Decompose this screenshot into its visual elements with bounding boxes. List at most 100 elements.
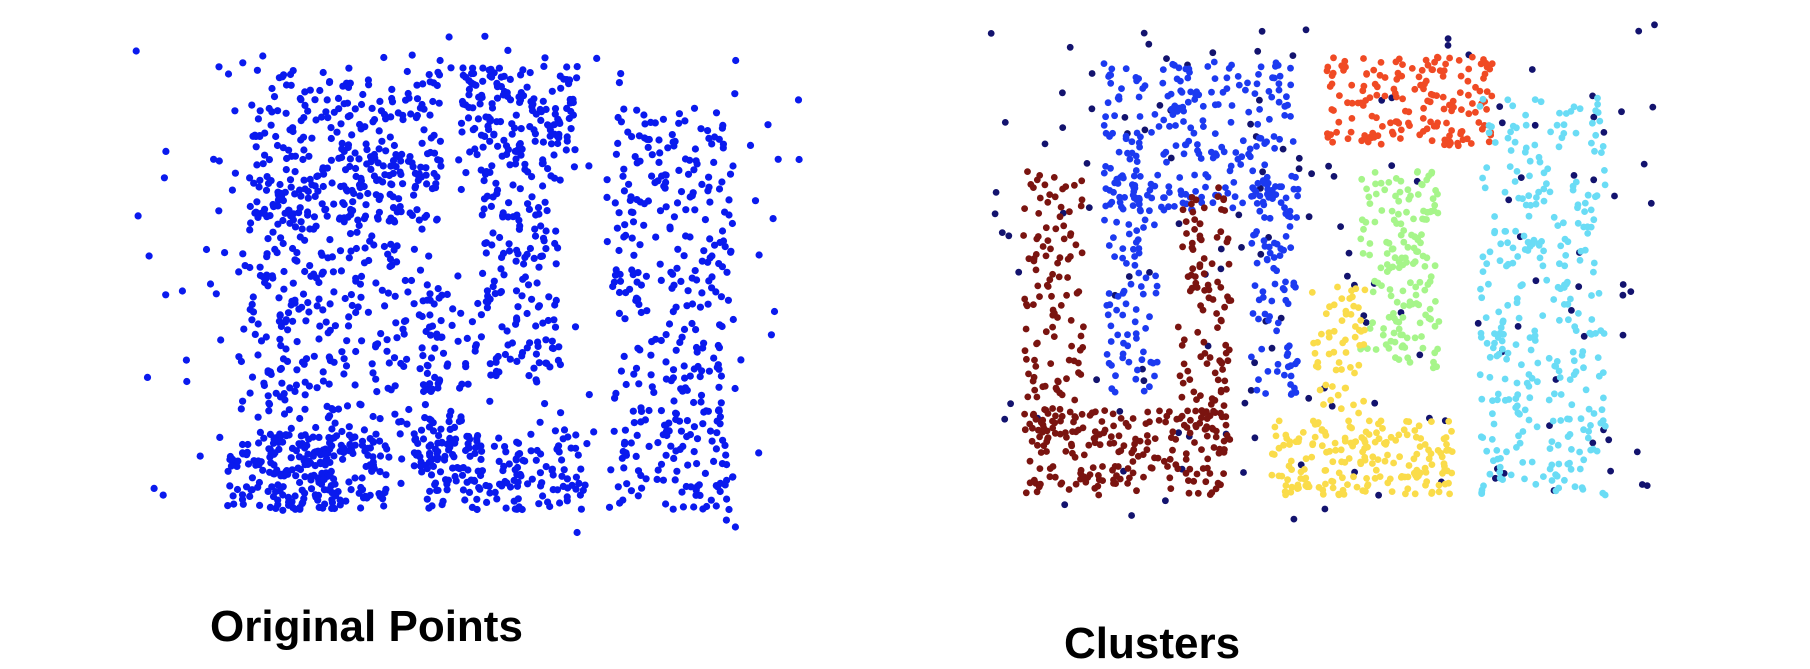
data-point	[513, 482, 522, 490]
data-point	[1532, 480, 1540, 488]
data-point	[1344, 272, 1351, 280]
data-point	[636, 241, 644, 249]
data-point	[1640, 160, 1648, 168]
data-point	[227, 462, 235, 470]
data-point	[357, 100, 366, 109]
data-point	[1416, 469, 1424, 477]
data-point	[505, 240, 513, 248]
data-point	[1160, 457, 1168, 465]
data-point	[1434, 447, 1442, 454]
data-point	[1476, 103, 1484, 110]
data-point	[323, 96, 331, 104]
data-point	[1422, 56, 1430, 64]
data-point	[1165, 203, 1172, 211]
data-point	[1397, 231, 1405, 239]
data-point	[1551, 390, 1558, 398]
data-point	[1180, 360, 1188, 368]
data-point	[1254, 179, 1262, 187]
data-point	[670, 454, 678, 462]
data-point	[1101, 216, 1108, 224]
data-point	[1371, 399, 1379, 407]
data-point	[457, 309, 465, 317]
data-point	[319, 68, 327, 77]
data-point	[285, 406, 293, 414]
data-point	[326, 78, 334, 86]
data-point	[1424, 281, 1432, 288]
data-point	[1110, 439, 1118, 447]
data-point	[1131, 261, 1139, 269]
data-point	[536, 469, 545, 477]
data-point	[301, 267, 309, 276]
data-point	[1171, 203, 1178, 210]
data-point	[256, 428, 264, 436]
data-point	[478, 93, 486, 101]
data-point	[526, 69, 534, 77]
data-point	[551, 239, 559, 248]
data-point	[321, 450, 329, 458]
data-point	[1054, 259, 1061, 267]
data-point	[1037, 419, 1045, 426]
data-point	[1419, 115, 1427, 122]
data-point	[266, 212, 274, 220]
data-point	[1329, 484, 1337, 492]
data-point	[1527, 346, 1535, 354]
data-point	[1155, 123, 1163, 130]
data-point	[629, 407, 637, 415]
data-point	[690, 398, 698, 407]
data-point	[1333, 128, 1340, 136]
data-point	[331, 322, 339, 330]
data-point	[1021, 205, 1028, 213]
data-point	[1326, 83, 1334, 90]
data-point	[1369, 460, 1376, 467]
data-point	[1197, 155, 1205, 162]
data-point	[1361, 453, 1369, 461]
data-point	[1335, 359, 1343, 366]
data-point	[1204, 281, 1212, 289]
data-point	[427, 471, 436, 479]
data-point	[1166, 455, 1174, 463]
data-point	[1266, 115, 1273, 123]
data-point	[1338, 317, 1346, 324]
data-point	[1100, 169, 1108, 177]
data-point	[313, 384, 321, 392]
data-point	[1416, 319, 1424, 327]
data-point	[1124, 480, 1131, 487]
data-point	[657, 336, 665, 345]
data-point	[330, 452, 338, 460]
data-point	[459, 464, 467, 472]
data-point	[1299, 429, 1307, 436]
data-point	[1388, 207, 1396, 215]
data-point	[1248, 353, 1255, 361]
data-point	[1265, 88, 1273, 95]
data-point	[1040, 442, 1048, 450]
data-point	[1478, 490, 1486, 497]
data-point	[1531, 337, 1539, 344]
data-point	[1257, 250, 1265, 258]
data-point	[386, 262, 394, 271]
data-point	[215, 157, 223, 165]
data-point	[1288, 466, 1295, 473]
data-point	[1247, 387, 1255, 394]
data-point	[1531, 141, 1539, 149]
data-point	[1371, 474, 1379, 482]
data-point	[234, 457, 242, 465]
data-point	[1513, 299, 1521, 307]
data-point	[679, 503, 688, 511]
data-point	[315, 295, 323, 303]
data-point	[655, 136, 663, 144]
data-point	[1363, 475, 1370, 482]
data-point	[1556, 374, 1564, 381]
data-point	[737, 356, 745, 364]
data-point	[1107, 433, 1115, 441]
data-point	[1338, 458, 1345, 466]
data-point	[516, 96, 525, 104]
data-point	[614, 113, 622, 122]
data-point	[1448, 107, 1455, 115]
data-point	[642, 272, 651, 280]
data-point	[706, 427, 715, 435]
data-point	[1429, 66, 1436, 74]
data-point	[751, 197, 760, 205]
data-point	[394, 109, 402, 117]
data-point	[1351, 369, 1358, 377]
data-point	[1578, 484, 1586, 491]
